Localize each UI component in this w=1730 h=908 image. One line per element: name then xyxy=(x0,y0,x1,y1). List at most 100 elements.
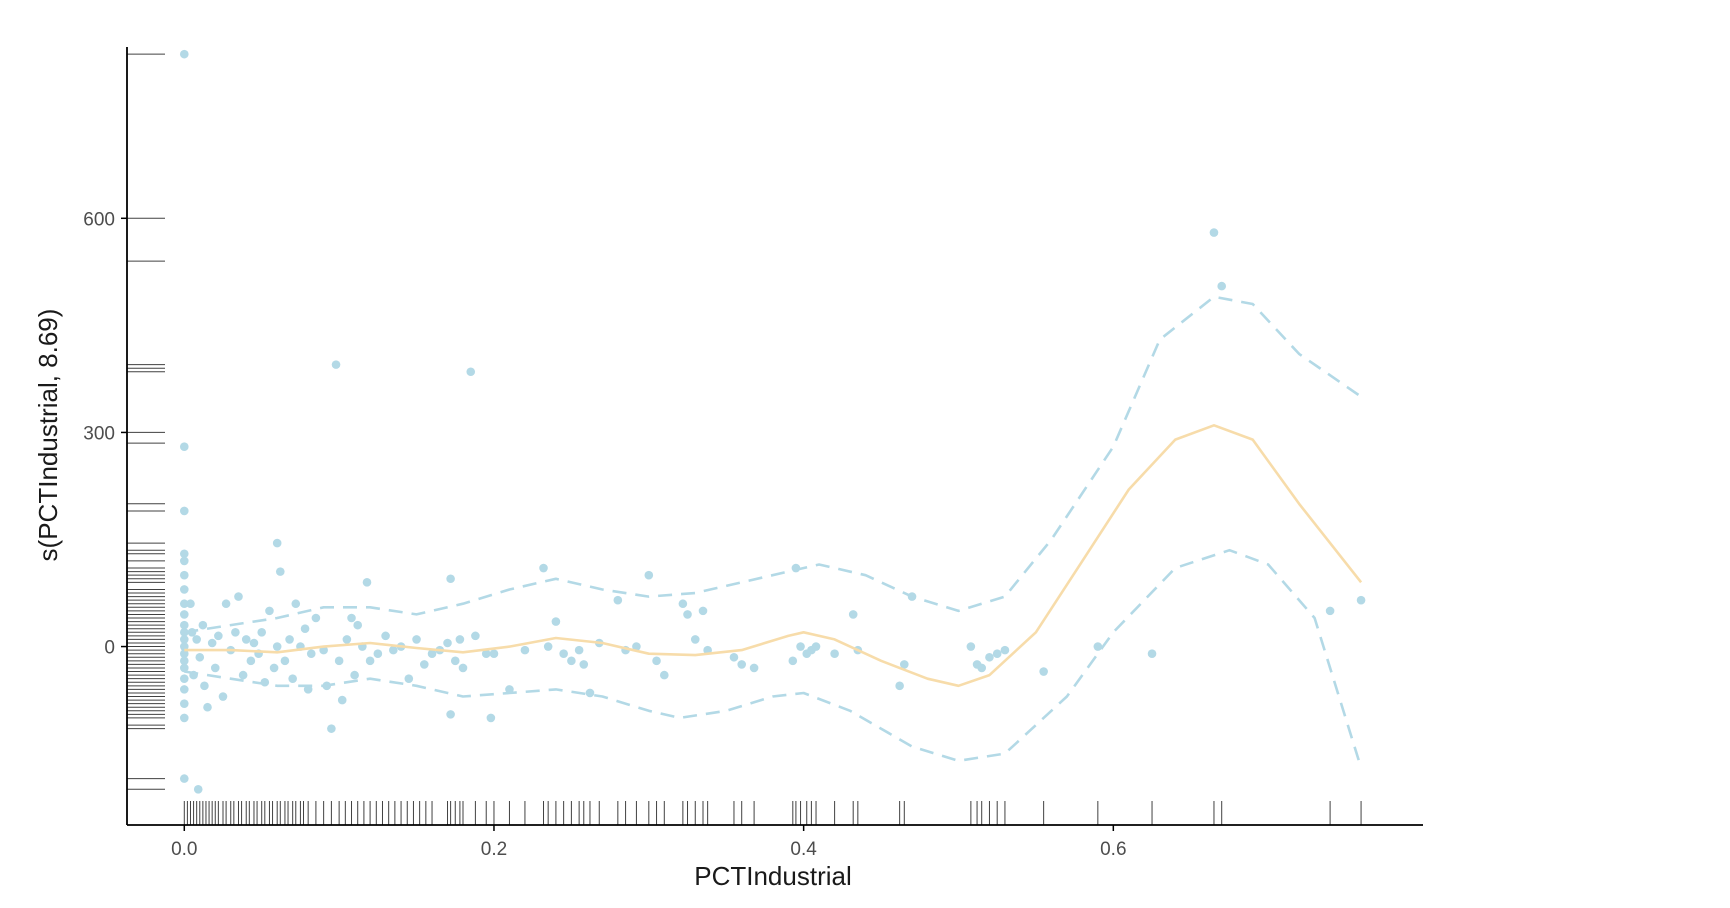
data-point xyxy=(788,656,798,666)
data-point xyxy=(471,631,480,641)
data-point xyxy=(300,624,310,634)
data-point xyxy=(179,699,189,708)
data-point xyxy=(342,635,352,644)
data-point xyxy=(311,613,321,623)
data-point xyxy=(381,631,390,641)
data-point xyxy=(737,660,747,669)
data-point xyxy=(234,592,243,601)
data-point xyxy=(249,638,259,648)
data-point xyxy=(1209,228,1219,237)
data-point xyxy=(288,674,297,683)
data-point xyxy=(1217,281,1227,291)
data-point xyxy=(1147,649,1157,658)
y-tick-label: 0 xyxy=(104,638,115,659)
data-point xyxy=(198,620,208,630)
data-point xyxy=(179,627,189,637)
data-point xyxy=(1000,645,1010,655)
data-point xyxy=(365,656,375,666)
data-point xyxy=(214,631,223,641)
data-point xyxy=(652,656,661,666)
data-point xyxy=(280,656,290,666)
data-point xyxy=(179,674,189,683)
data-point xyxy=(992,649,1002,658)
data-point xyxy=(811,642,821,651)
data-point xyxy=(389,645,398,655)
data-point xyxy=(830,649,839,658)
data-point xyxy=(486,713,496,723)
data-point xyxy=(186,599,195,609)
data-point xyxy=(446,710,455,719)
data-point xyxy=(179,663,189,673)
partial-residual-points xyxy=(179,49,1366,794)
data-point xyxy=(977,663,987,673)
data-point xyxy=(985,652,994,662)
data-point xyxy=(1093,642,1103,651)
data-point xyxy=(218,692,228,701)
data-point xyxy=(195,652,205,662)
data-point xyxy=(450,656,460,666)
data-point xyxy=(373,649,383,658)
data-point xyxy=(179,610,189,619)
data-point xyxy=(272,642,282,651)
data-point xyxy=(899,660,909,669)
data-point xyxy=(749,663,759,673)
data-point xyxy=(729,652,739,662)
data-point xyxy=(179,585,189,594)
data-point xyxy=(179,556,189,566)
data-point xyxy=(455,635,465,644)
lower-confidence-band xyxy=(184,548,1363,769)
smooth-estimate-line xyxy=(184,424,1363,688)
data-point xyxy=(353,620,363,630)
data-point xyxy=(238,670,248,680)
data-point xyxy=(412,635,421,644)
data-point xyxy=(334,656,344,666)
data-point xyxy=(327,724,336,733)
data-point xyxy=(966,642,976,651)
data-point xyxy=(539,563,548,573)
data-point xyxy=(179,549,189,559)
data-point xyxy=(543,642,553,651)
x-tick-label: 0.4 xyxy=(790,839,817,860)
data-point xyxy=(644,570,654,580)
data-point xyxy=(347,613,356,623)
data-point xyxy=(179,599,189,609)
data-point xyxy=(275,567,285,576)
data-point xyxy=(303,685,313,694)
data-point xyxy=(272,538,282,548)
data-point xyxy=(285,635,294,644)
data-point xyxy=(443,638,452,648)
data-point xyxy=(179,713,189,723)
data-point xyxy=(265,606,274,616)
data-point xyxy=(306,649,316,658)
data-point xyxy=(585,688,595,698)
data-point xyxy=(179,774,189,783)
data-point xyxy=(1325,606,1335,616)
data-point xyxy=(362,578,372,587)
data-point xyxy=(678,599,688,609)
data-point xyxy=(481,649,491,658)
data-point xyxy=(207,638,217,648)
data-point xyxy=(179,642,189,651)
y-tick-label: 600 xyxy=(83,209,115,230)
data-point xyxy=(632,642,641,651)
data-point xyxy=(427,649,437,658)
data-point xyxy=(796,642,805,651)
data-point xyxy=(179,620,189,630)
data-point xyxy=(551,617,561,626)
data-point xyxy=(446,574,455,584)
y-rug xyxy=(127,53,165,790)
data-point xyxy=(404,674,414,683)
data-point xyxy=(231,627,240,637)
data-point xyxy=(179,649,189,658)
data-point xyxy=(246,656,256,666)
data-point xyxy=(179,506,189,516)
x-tick-label: 0.6 xyxy=(1100,839,1126,860)
data-point xyxy=(613,595,623,605)
data-point xyxy=(489,649,499,658)
data-point xyxy=(559,649,568,658)
y-axis-ticks: 0 300 600 xyxy=(83,209,127,659)
data-point xyxy=(179,49,189,59)
data-point xyxy=(179,685,189,694)
data-point xyxy=(331,360,341,369)
x-rug xyxy=(183,801,1362,825)
